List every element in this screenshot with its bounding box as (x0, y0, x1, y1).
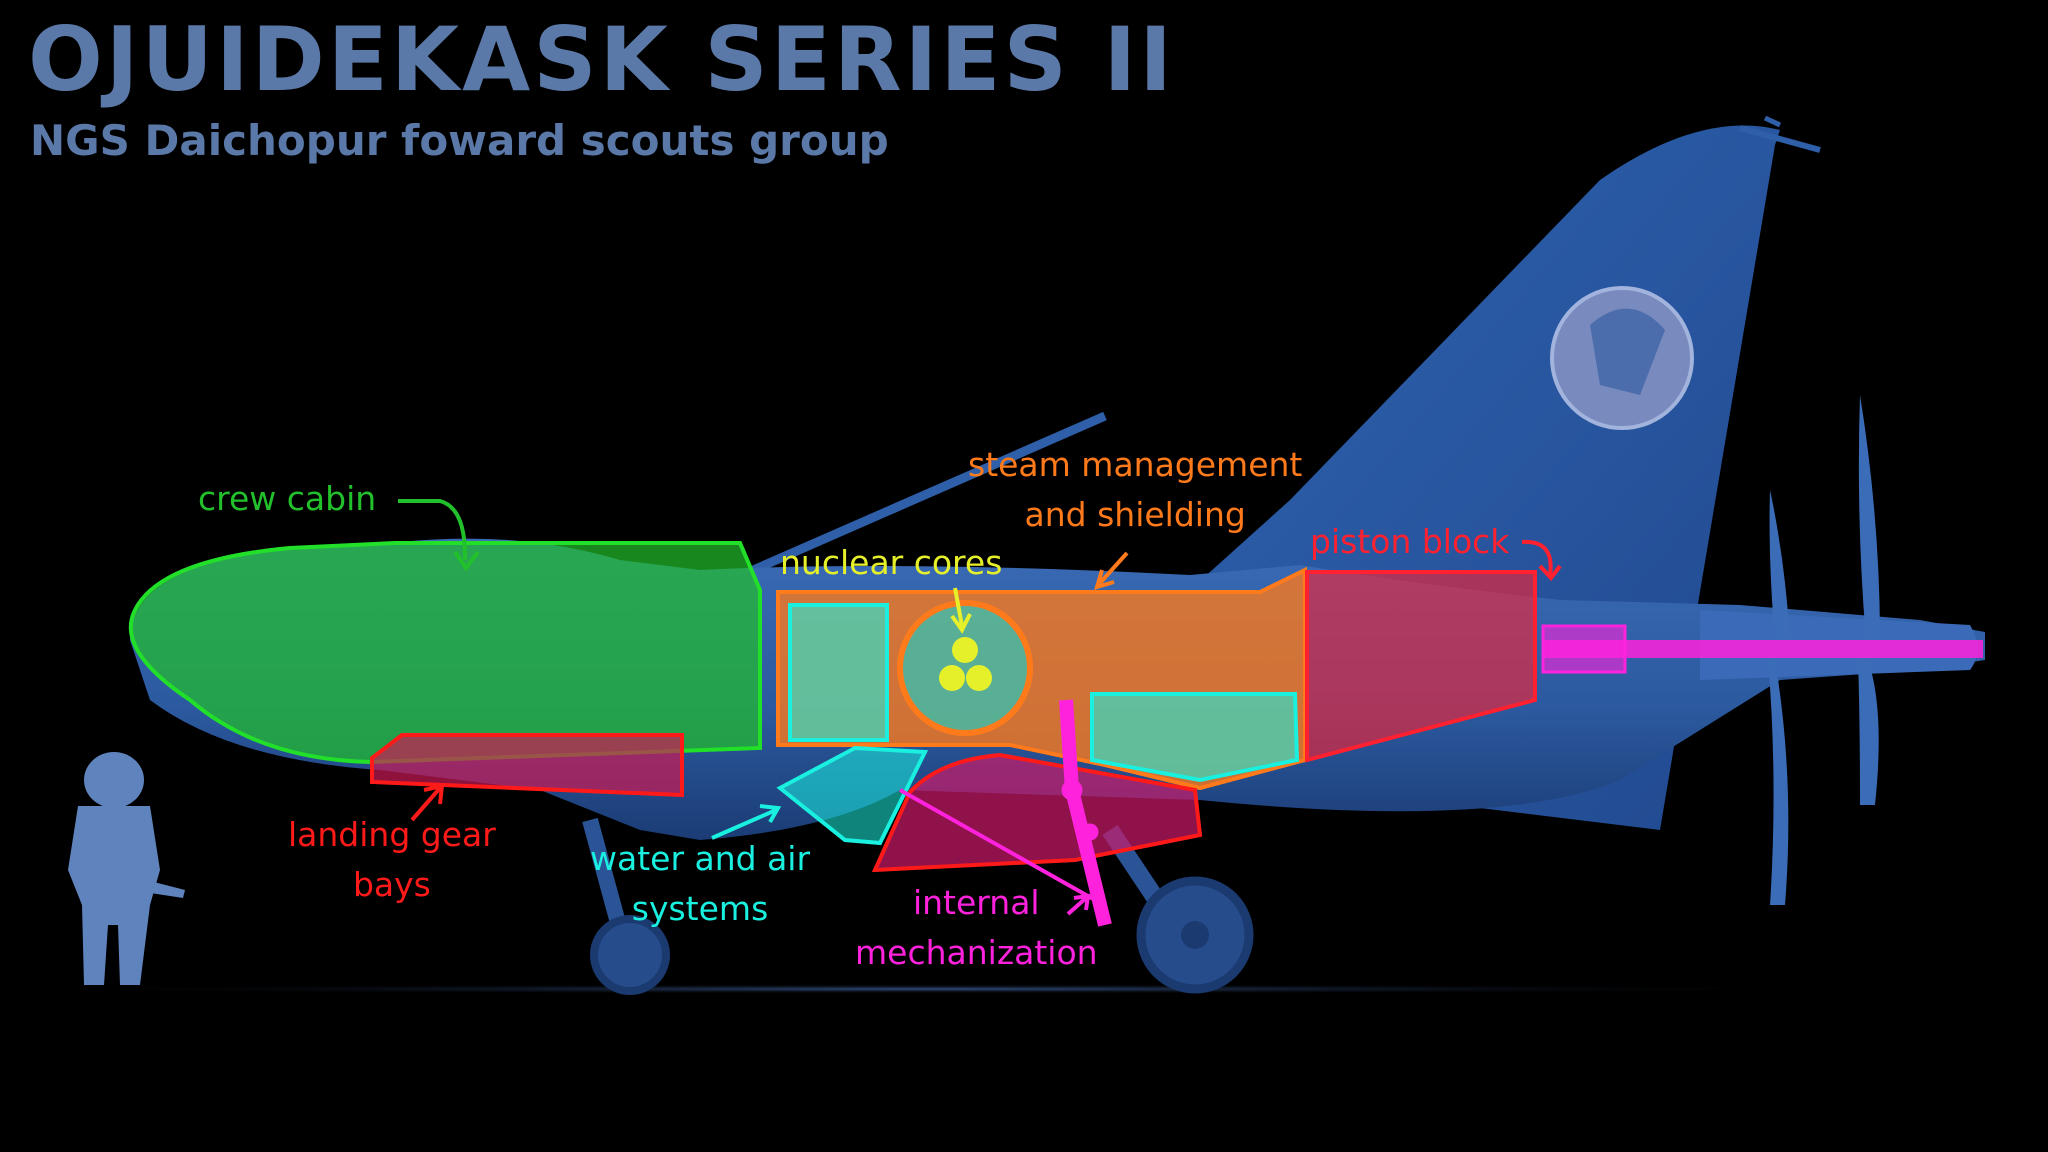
nuclear-cores-ring (897, 600, 1033, 736)
label-mechanization-line1: internal (912, 883, 1040, 922)
water-air-region-right (1090, 692, 1300, 783)
mechanization-linkage (899, 699, 1112, 927)
water-air-region-bottom (776, 745, 929, 846)
water-air-arrow (711, 808, 777, 840)
nuclear-core-pellets (939, 637, 992, 691)
label-water-air-systems: water and air systems (590, 834, 810, 934)
piston-block-arrow (1521, 539, 1553, 576)
crew-cabin-region (128, 541, 762, 765)
label-water-air-line2: systems (631, 889, 769, 928)
mechanization-arrow (1066, 896, 1088, 916)
label-piston-block: piston block (1310, 522, 1510, 561)
human-scale-silhouette (68, 752, 185, 985)
label-nuclear-cores: nuclear cores (780, 543, 1003, 582)
diagram-subtitle: NGS Daichopur foward scouts group (30, 116, 889, 165)
driveshaft (1543, 640, 1983, 658)
label-steam-management: steam management and shielding (968, 440, 1302, 540)
label-landing-gear-line1: landing gear (288, 815, 496, 854)
propeller-blades (1768, 395, 1880, 905)
label-internal-mechanization: internal mechanization (855, 878, 1098, 978)
driveshaft-coupling (1541, 624, 1627, 674)
water-air-region-left (788, 603, 889, 742)
label-landing-gear-line2: bays (352, 865, 431, 904)
label-crew-cabin: crew cabin (198, 479, 377, 518)
leader-arrows (398, 499, 1562, 916)
label-steam-line1: steam management (968, 445, 1303, 484)
label-landing-gear-bays: landing gear bays (288, 810, 496, 910)
ground-shadow (20, 984, 1840, 994)
rear-landing-gear (1102, 825, 1254, 994)
label-steam-line2: and shielding (1024, 495, 1246, 534)
steam-arrow (1098, 551, 1129, 585)
label-mechanization-line2: mechanization (855, 933, 1098, 972)
crew-cabin-arrow (398, 499, 468, 561)
antenna (733, 411, 1107, 583)
label-water-air-line1: water and air (590, 839, 811, 878)
piston-block-region (1305, 570, 1537, 763)
landing-gear-arrow (410, 786, 442, 822)
landing-gear-bay-rear (871, 752, 1203, 873)
nuclear-cores-arrow (953, 587, 964, 627)
front-landing-gear (582, 817, 670, 995)
diagram-title: OJUIDEKASK SERIES II (28, 8, 1176, 111)
landing-gear-bay-front (370, 733, 684, 798)
